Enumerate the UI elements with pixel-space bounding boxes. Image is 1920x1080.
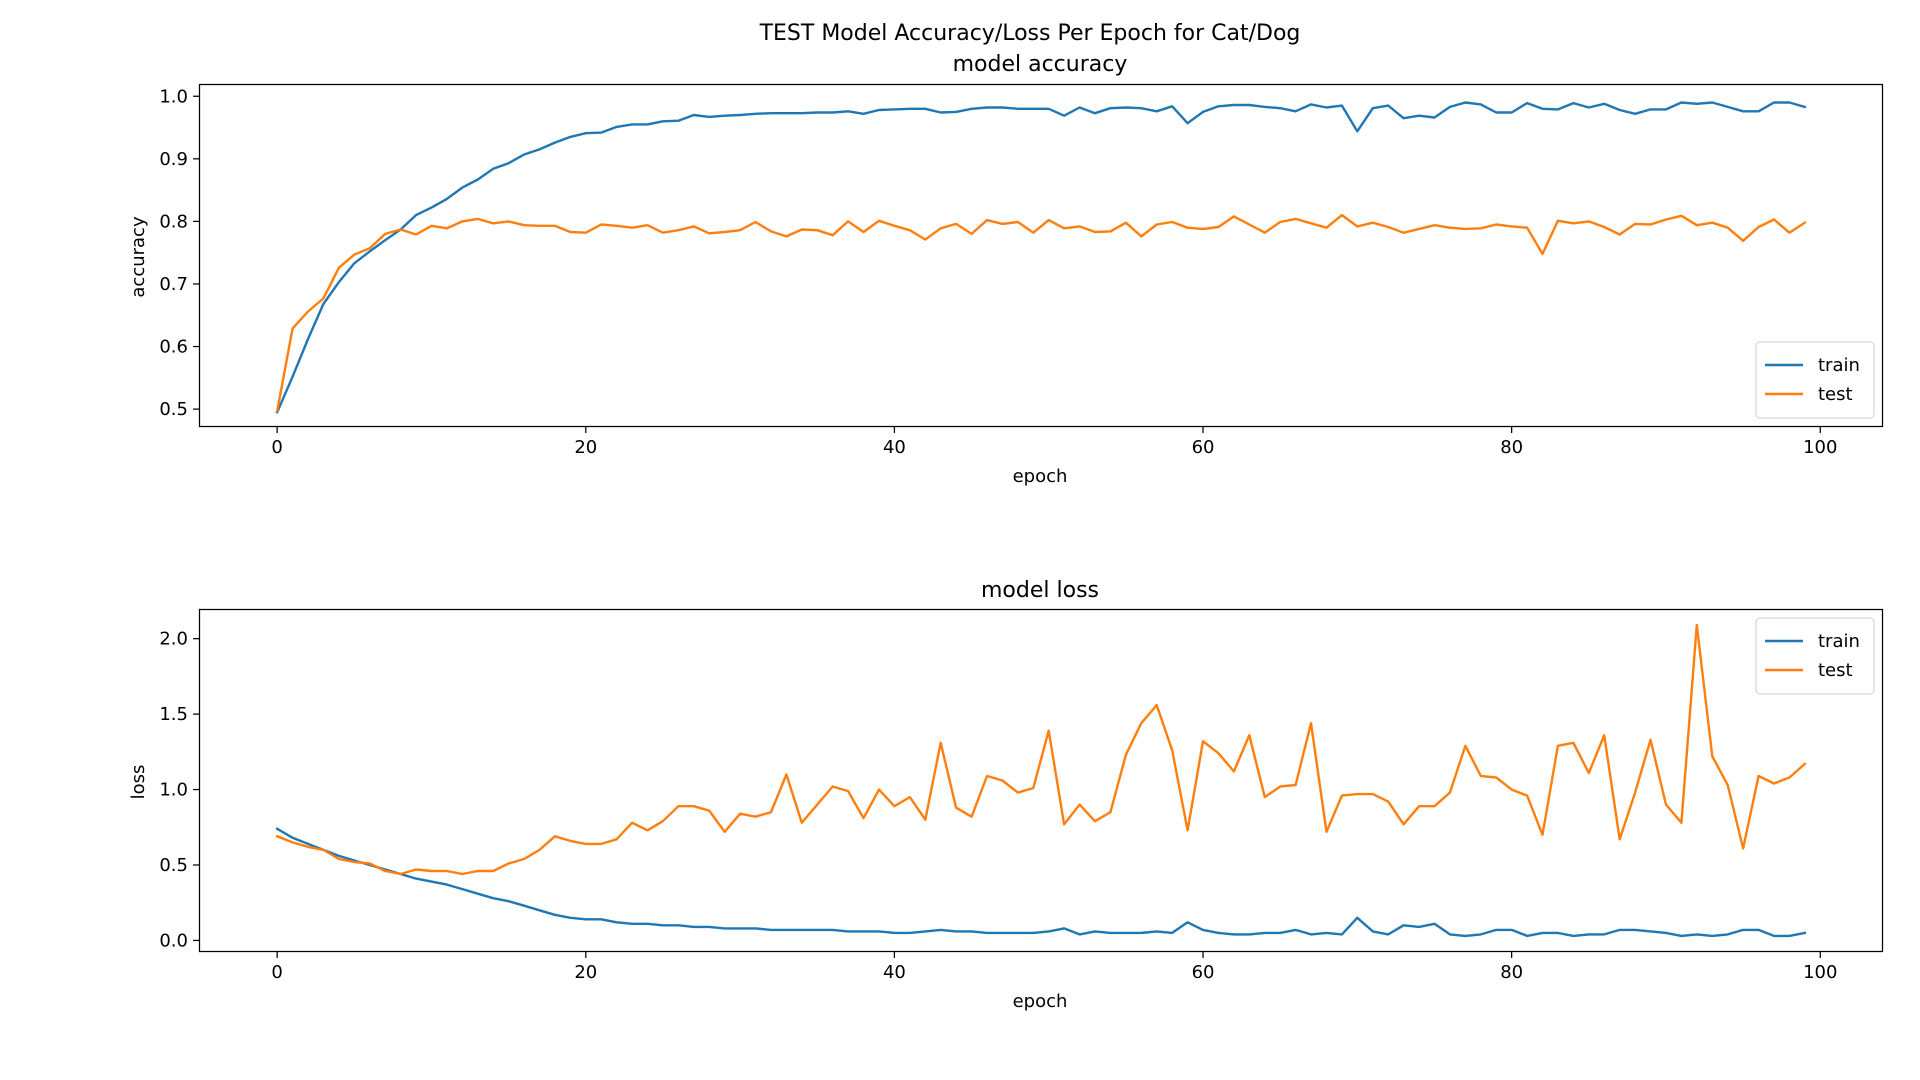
- x-tick-label: 80: [1500, 437, 1523, 458]
- y-tick-label: 1.5: [159, 704, 188, 725]
- x-tick-label: 100: [1803, 437, 1837, 458]
- legend-label-train: train: [1818, 355, 1860, 376]
- loss-chart: model loss 0 20 40 60 80 100 0.00.51.01.52.0 …: [128, 578, 1884, 1012]
- loss-plot-area: [198, 608, 1884, 953]
- loss-chart-title: model loss: [981, 578, 1099, 603]
- series-line-train: [275, 101, 1807, 414]
- accuracy-y-ticks: 0.5 0.6 0.7 0.8 0.9 1.0: [159, 86, 200, 420]
- y-tick-label: 1.0: [159, 780, 188, 801]
- accuracy-x-ticks: 0 20 40 60 80 100: [271, 426, 1837, 458]
- loss-y-ticks: 0.0 0.5 1.0 1.5 2.0: [159, 629, 200, 951]
- y-tick-label: 0.0: [159, 930, 188, 951]
- x-tick-label: 20: [574, 962, 597, 983]
- loss-legend: train test: [1755, 617, 1875, 695]
- legend-label-test: test: [1818, 384, 1853, 405]
- accuracy-y-axis-label: accuracy: [128, 216, 149, 298]
- legend-label-train: train: [1818, 631, 1860, 652]
- accuracy-legend: train test: [1755, 341, 1875, 419]
- accuracy-x-axis-label: epoch: [1013, 466, 1068, 487]
- x-tick-label: 60: [1192, 437, 1215, 458]
- y-tick-label: 0.5: [159, 855, 188, 876]
- x-tick-label: 20: [574, 437, 597, 458]
- x-tick-label: 80: [1500, 962, 1523, 983]
- y-tick-label: 2.0: [159, 629, 188, 650]
- y-tick-label: 0.5: [159, 399, 188, 420]
- loss-x-ticks: 0 20 40 60 80 100: [271, 951, 1837, 983]
- y-tick-label: 1.0: [159, 86, 188, 107]
- loss-x-axis-label: epoch: [1013, 991, 1068, 1012]
- x-tick-label: 40: [883, 962, 906, 983]
- y-tick-label: 0.8: [159, 211, 188, 232]
- x-tick-label: 60: [1192, 962, 1215, 983]
- series-line-test: [275, 623, 1807, 876]
- x-tick-label: 40: [883, 437, 906, 458]
- y-tick-label: 0.9: [159, 149, 188, 170]
- legend-frame: [1755, 617, 1875, 695]
- legend-label-test: test: [1818, 660, 1853, 681]
- accuracy-series: [275, 101, 1807, 414]
- x-tick-label: 0: [271, 962, 282, 983]
- y-tick-label: 0.6: [159, 337, 188, 358]
- accuracy-chart: model accuracy 0 20 40 60 80 100 0.5 0.6 0.7 0.8…: [128, 52, 1884, 487]
- series-line-test: [275, 213, 1807, 413]
- accuracy-chart-title: model accuracy: [953, 52, 1128, 77]
- loss-series: [275, 623, 1807, 938]
- x-tick-label: 0: [271, 437, 282, 458]
- accuracy-plot-area: [198, 83, 1884, 428]
- series-line-train: [275, 827, 1807, 938]
- figure-title: TEST Model Accuracy/Loss Per Epoch for C…: [759, 21, 1301, 46]
- legend-frame: [1755, 341, 1875, 419]
- x-tick-label: 100: [1803, 962, 1837, 983]
- loss-y-axis-label: loss: [128, 765, 149, 800]
- y-tick-label: 0.7: [159, 274, 188, 295]
